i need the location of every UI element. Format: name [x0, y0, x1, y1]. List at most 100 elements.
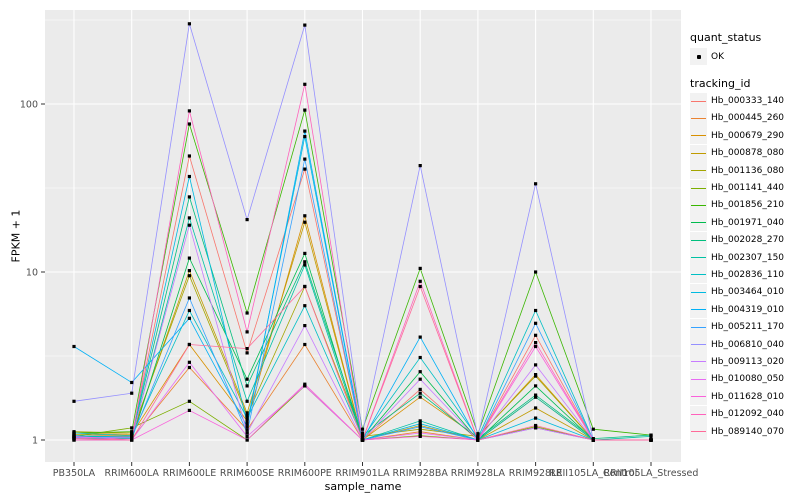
data-point	[418, 335, 422, 339]
series-color-swatch	[691, 100, 706, 102]
legend-item-Hb_001971_040: Hb_001971_040	[690, 214, 800, 232]
data-point	[418, 370, 422, 374]
legend-key-box	[690, 405, 707, 423]
data-point	[245, 438, 249, 442]
legend-item-label: OK	[711, 51, 724, 62]
data-point	[534, 344, 538, 349]
x-axis-title: sample_name	[324, 480, 402, 493]
legend-key-box	[690, 423, 707, 440]
data-point	[72, 399, 76, 403]
data-point	[130, 438, 134, 442]
data-point	[245, 351, 249, 355]
legend-key-box	[690, 231, 707, 249]
legend-key-box	[690, 162, 707, 180]
legend-item-Hb_003464_010: Hb_003464_010	[690, 283, 800, 301]
data-point	[245, 419, 249, 423]
legend-item-label: Hb_004319_010	[711, 304, 785, 315]
data-point	[303, 23, 307, 27]
legend-item-label: Hb_001971_040	[711, 217, 785, 228]
legend-item-label: Hb_001136_080	[711, 165, 785, 176]
data-point	[245, 425, 249, 429]
data-point	[476, 434, 480, 438]
data-point	[303, 382, 307, 386]
data-point	[303, 129, 307, 133]
series-color-swatch	[691, 413, 706, 415]
data-point	[245, 384, 249, 388]
legend-item-Hb_005211_170: Hb_005211_170	[690, 318, 800, 336]
data-point	[534, 426, 538, 430]
legend-item-label: Hb_003464_010	[711, 287, 785, 298]
data-point	[245, 377, 249, 381]
data-point	[303, 342, 307, 347]
legend-item-Hb_089140_070: Hb_089140_070	[690, 423, 800, 440]
data-point	[303, 260, 307, 264]
data-point	[187, 365, 191, 370]
data-point	[187, 274, 191, 278]
data-point	[187, 195, 191, 199]
data-point	[649, 438, 653, 442]
data-point	[418, 419, 422, 423]
legend-key-box	[690, 127, 707, 145]
data-point	[360, 431, 365, 435]
series-color-swatch	[691, 222, 706, 224]
point-marker-icon	[696, 54, 701, 59]
data-point	[187, 269, 191, 273]
data-point	[360, 438, 365, 442]
data-point	[303, 167, 307, 171]
data-point	[187, 223, 191, 227]
legend-item-label: Hb_002836_110	[711, 269, 785, 280]
data-point	[360, 434, 365, 438]
data-point	[534, 384, 538, 388]
data-point	[72, 344, 76, 349]
legend: quant_status OK tracking_id Hb_000333_14…	[690, 31, 800, 440]
data-point	[245, 428, 249, 432]
data-point	[187, 109, 191, 113]
data-point	[245, 218, 249, 222]
data-point	[591, 438, 595, 442]
x-tick-label: RRIM928LA	[451, 468, 506, 479]
data-point	[245, 413, 249, 418]
legend-title-quant-status: quant_status	[690, 31, 762, 44]
data-point	[72, 431, 76, 435]
data-point	[187, 22, 191, 26]
data-point	[303, 284, 307, 289]
legend-item-label: Hb_011628_010	[711, 391, 785, 402]
legend-tracking-id-items: Hb_000333_140 Hb_000445_260 Hb_000679_290 H…	[690, 92, 800, 440]
series-color-swatch	[691, 117, 706, 119]
data-point	[418, 279, 422, 283]
data-point	[303, 220, 307, 224]
data-point	[476, 438, 480, 442]
x-tick-label: RRII105LA_Stressed	[604, 468, 699, 479]
data-point	[303, 82, 307, 86]
legend-key-box	[690, 179, 707, 197]
series-color-swatch	[691, 431, 706, 432]
data-point	[534, 416, 538, 420]
legend-item-label: Hb_009113_020	[711, 356, 785, 367]
legend-item-label: Hb_001856_210	[711, 200, 785, 211]
legend-key-box	[690, 301, 707, 319]
legend-key-box	[690, 214, 707, 232]
data-point	[187, 342, 191, 347]
data-point	[418, 431, 422, 435]
legend-item-Hb_002028_270: Hb_002028_270	[690, 231, 800, 249]
series-color-swatch	[691, 187, 706, 189]
data-point	[303, 304, 307, 308]
data-point	[534, 341, 538, 345]
data-point	[187, 308, 191, 313]
legend-title-tracking-id: tracking_id	[690, 77, 751, 91]
data-point	[534, 308, 538, 313]
legend-item-Hb_012092_040: Hb_012092_040	[690, 405, 800, 423]
legend-item-label: Hb_001141_440	[711, 183, 785, 194]
series-color-swatch	[691, 361, 706, 363]
series-color-swatch	[691, 204, 706, 206]
series-color-swatch	[691, 274, 706, 276]
data-point	[72, 437, 76, 441]
data-point	[418, 395, 422, 399]
x-tick-label: PB350LA	[53, 468, 96, 479]
data-point	[245, 399, 249, 403]
series-color-swatch	[691, 344, 706, 346]
data-point	[418, 266, 422, 270]
data-point	[245, 422, 249, 426]
data-point	[418, 387, 422, 391]
